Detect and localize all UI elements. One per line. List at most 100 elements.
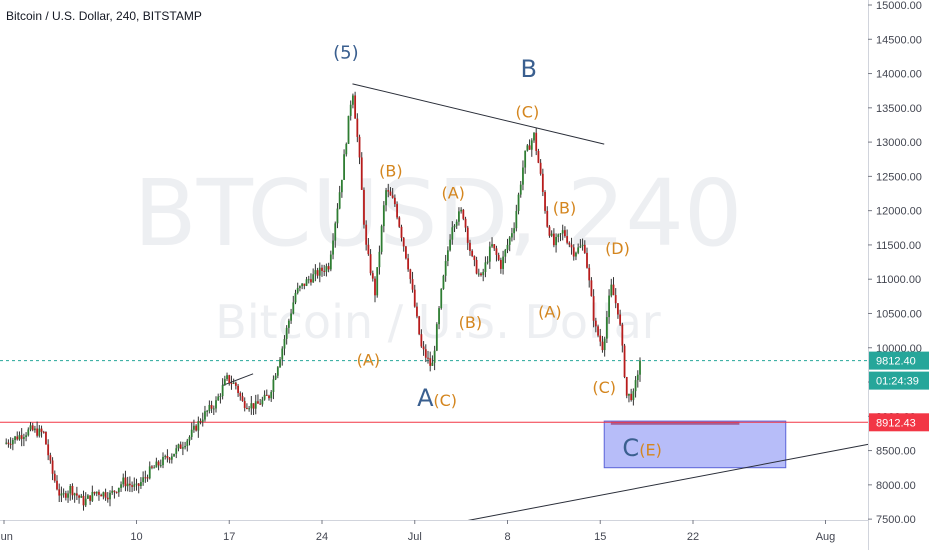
candle-down [113,490,116,492]
candle-down [630,393,633,401]
price-tick-15: 8000.00 [876,480,916,492]
candle-up [581,244,584,247]
candle-down [354,95,357,119]
candle-up [29,425,32,430]
time-tick-6: 8 [504,531,510,543]
candle-up [201,419,204,422]
candle-up [188,436,191,441]
candle-down [144,477,147,479]
candle-down [146,477,149,479]
candle-up [449,239,451,251]
candle-up [343,154,345,180]
candle-down [268,395,270,399]
candle-up [455,221,458,226]
candle-up [287,320,290,328]
candle-up [305,279,308,286]
candle-down [535,132,538,151]
candle-up [382,205,385,227]
bar-countdown: 01:24:39 [876,376,919,388]
price-axis[interactable] [868,0,932,550]
time-tick-1: Jun [0,531,13,543]
candle-up [610,284,613,296]
candles [5,91,641,511]
candle-down [303,283,306,286]
candle-up [292,302,295,314]
candle-up [634,380,637,392]
price-tick-4: 13500.00 [876,103,922,115]
candle-down [389,191,392,196]
candle-up [263,394,266,400]
candle-down [128,483,131,486]
candle-up [204,411,206,420]
candle-down [586,252,588,268]
candle-down [64,493,67,498]
candle-down [398,217,401,227]
candle-up [14,436,16,441]
candle-down [590,280,593,297]
candle-up [122,477,125,485]
candle-down [166,455,169,459]
candle-down [106,497,109,500]
candle-down [45,431,47,445]
candle-down [36,428,39,436]
candle-up [336,208,339,224]
wave-label-4: (B) [379,161,402,180]
candle-down [51,460,54,474]
candle-down [195,425,198,431]
candle-down [124,477,127,487]
candle-down [47,444,50,456]
candle-up [215,400,217,409]
candle-up [18,435,21,440]
candle-up [488,246,491,262]
candle-up [181,447,184,449]
candle-up [11,440,14,445]
candle-down [157,461,160,466]
candle-down [93,491,96,494]
candle-down [137,483,140,486]
price-tick-3: 14000.00 [876,69,922,81]
candle-down [365,224,368,245]
time-tick-9: Aug [816,531,836,543]
candle-up [345,143,348,155]
candle-up [314,270,317,275]
candle-up [533,132,535,141]
candle-up [444,261,447,276]
time-axis[interactable] [0,520,868,550]
candle-up [340,179,343,193]
candle-up [177,444,180,449]
candle-down [56,480,58,490]
candle-up [502,256,504,269]
candle-down [323,270,326,272]
wave-label-10: (A) [357,351,380,370]
candle-down [420,334,423,347]
candle-down [49,455,52,461]
candle-up [80,495,83,498]
candle-down [9,443,12,445]
target-zone[interactable] [603,420,787,469]
candle-up [608,295,610,318]
candle-down [234,382,237,386]
candle-up [261,399,264,405]
candle-up [460,209,463,212]
candle-up [605,317,608,339]
candle-down [237,385,239,393]
candle-up [347,115,350,144]
candle-up [109,492,111,500]
wave-label-7: (D) [605,239,630,258]
candle-down [625,377,628,396]
candle-up [318,267,321,276]
candle-up [22,437,25,439]
candle-down [548,226,551,236]
trendline-1[interactable] [352,83,605,145]
candle-down [564,230,566,237]
candle-down [104,492,107,498]
candle-up [175,448,178,454]
trendline-3[interactable] [467,441,879,521]
candle-down [409,269,412,280]
candle-down [387,190,390,192]
candle-down [619,314,622,325]
candle-up [352,95,354,105]
trendline-2[interactable] [222,373,254,386]
